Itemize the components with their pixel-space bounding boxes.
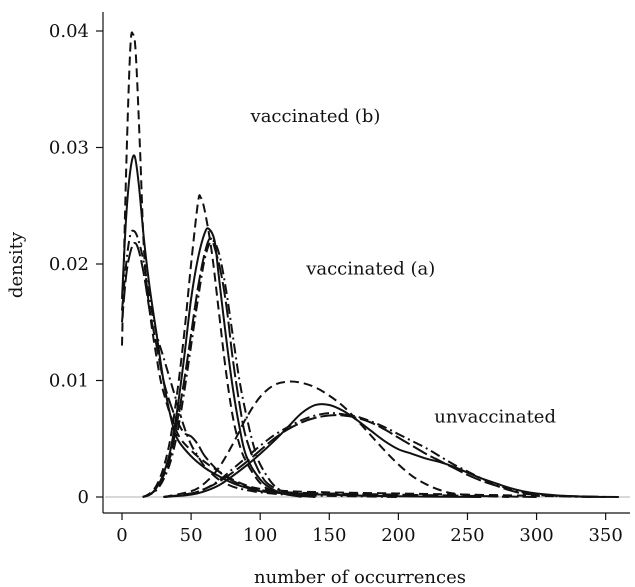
y-tick-label: 0.04	[49, 21, 89, 42]
y-axis-title: density	[6, 231, 27, 298]
annotation-vaccinated-b: vaccinated (b)	[250, 106, 381, 127]
x-tick-label: 50	[180, 525, 203, 546]
series-line-vaccinated-b-solid	[121, 154, 482, 498]
series-line-unvaccinated-longdash	[163, 414, 620, 498]
series-line-vaccinated-a-longdash	[142, 237, 302, 498]
annotations: vaccinated (b) vaccinated (a) unvaccinated	[250, 106, 556, 428]
x-tick-label: 350	[588, 525, 622, 546]
x-tick-label: 300	[519, 525, 553, 546]
y-tick-label: 0	[78, 487, 89, 508]
series-layer	[121, 31, 620, 498]
x-tick-label: 250	[450, 525, 484, 546]
y-ticks: 0 0.01 0.02 0.03 0.04	[49, 21, 103, 508]
x-tick-label: 100	[243, 525, 277, 546]
series-line-unvaccinated-dashed	[163, 380, 509, 498]
x-axis-title: number of occurrences	[254, 567, 466, 587]
series-line-vaccinated-b-dashed	[121, 31, 606, 498]
series-line-unvaccinated-solid	[163, 403, 606, 498]
series-line-vaccinated-a-solid	[142, 227, 316, 498]
series-line-unvaccinated-dashdot	[163, 412, 592, 498]
y-tick-label: 0.02	[49, 254, 89, 275]
series-line-vaccinated-b-longdash	[121, 241, 537, 498]
annotation-vaccinated-a: vaccinated (a)	[305, 259, 435, 280]
x-tick-label: 200	[381, 525, 415, 546]
annotation-unvaccinated: unvaccinated	[434, 407, 556, 428]
series-line-vaccinated-a-dashed	[142, 194, 302, 498]
series-line-vaccinated-b-dashdot	[121, 229, 399, 498]
y-tick-label: 0.03	[49, 138, 89, 159]
x-tick-label: 0	[116, 525, 127, 546]
x-tick-label: 150	[312, 525, 346, 546]
x-ticks: 0 50 100 150 200 250 300 350	[116, 513, 623, 546]
y-tick-label: 0.01	[49, 371, 89, 392]
